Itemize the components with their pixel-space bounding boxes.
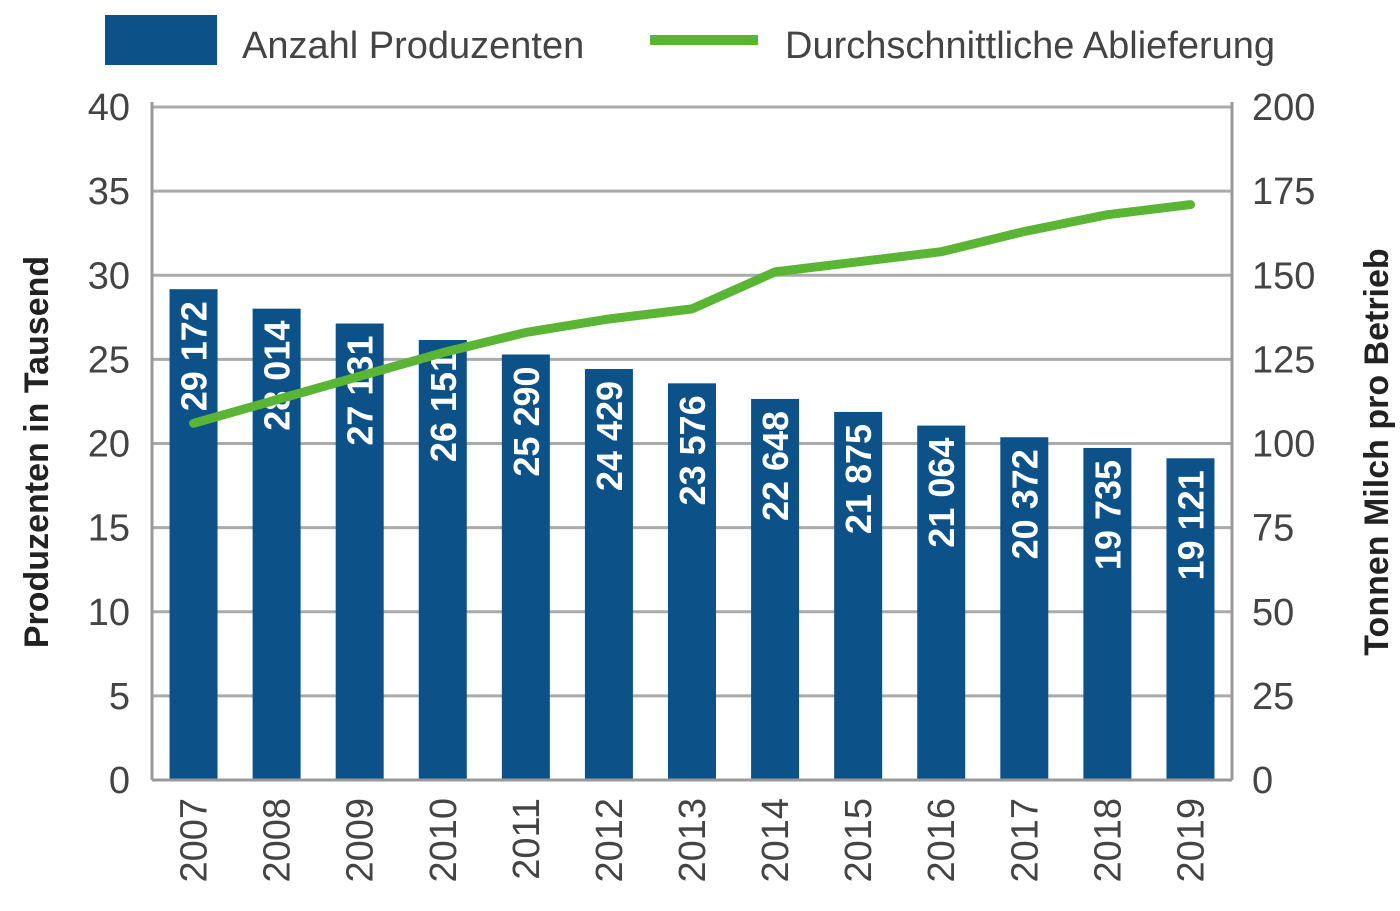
bar-data-label: 26 151 <box>423 352 464 462</box>
x-tick-label: 2017 <box>1004 798 1046 883</box>
y2-axis-title: Tonnen Milch pro Betrieb <box>1358 248 1396 655</box>
bar-data-label: 29 172 <box>174 301 215 411</box>
y-tick-label: 20 <box>88 424 130 466</box>
bar <box>1166 458 1215 780</box>
y2-tick-label: 125 <box>1252 339 1315 381</box>
y-tick-label: 15 <box>88 508 130 550</box>
y-axis-title: Produzenten in Tausend <box>18 256 56 648</box>
bar <box>169 289 218 780</box>
bar <box>668 383 716 780</box>
x-tick-label: 2009 <box>340 798 382 883</box>
bar-data-label: 25 290 <box>506 366 547 476</box>
legend-label-line: Durchschnittliche Ablieferung <box>785 25 1275 67</box>
legend-label-bars: Anzahl Produzenten <box>242 25 584 67</box>
y-tick-label: 10 <box>88 592 130 634</box>
y-tick-label: 30 <box>88 255 130 297</box>
bar <box>1000 437 1049 780</box>
bar <box>501 354 550 780</box>
bar <box>418 340 467 780</box>
bar-data-label: 27 131 <box>340 336 381 446</box>
bar <box>252 308 301 780</box>
y2-tick-label: 200 <box>1252 87 1315 129</box>
y2-tick-label: 150 <box>1252 255 1315 297</box>
bar <box>584 368 633 780</box>
line-series <box>189 200 1195 428</box>
y2-tick-label: 100 <box>1252 424 1315 466</box>
bar-data-label: 23 576 <box>672 395 713 505</box>
y2-tick-label: 175 <box>1252 171 1315 213</box>
x-tick-label: 2010 <box>423 798 465 883</box>
bar-data-label: 28 014 <box>257 321 298 431</box>
legend: Anzahl Produzenten Durchschnittliche Abl… <box>105 15 1275 67</box>
y2-tick-label: 0 <box>1252 760 1273 802</box>
x-tick-label: 2015 <box>838 798 880 883</box>
y-tick-label: 25 <box>88 339 130 381</box>
y-tick-label: 35 <box>88 171 130 213</box>
x-tick-label: 2008 <box>257 798 299 883</box>
bar <box>1083 447 1132 780</box>
y-tick-label: 5 <box>109 676 130 718</box>
bar <box>751 398 800 780</box>
bar <box>335 323 384 780</box>
y2-tick-label: 50 <box>1252 592 1294 634</box>
bar-data-label: 20 372 <box>1004 449 1045 559</box>
x-tick-label: 2012 <box>589 798 631 883</box>
x-tick-label: 2013 <box>672 798 714 883</box>
x-tick-label: 2007 <box>174 798 216 883</box>
bar-data-label: 21 875 <box>838 424 879 534</box>
y-tick-label: 40 <box>88 87 130 129</box>
bar <box>917 425 966 780</box>
bar-data-label: 19 121 <box>1170 470 1211 580</box>
bar-data-label: 22 648 <box>755 411 796 521</box>
bar <box>834 411 883 780</box>
legend-swatch-bars <box>105 15 217 65</box>
y2-tick-label: 25 <box>1252 676 1294 718</box>
x-tick-label: 2016 <box>921 798 963 883</box>
y2-tick-label: 75 <box>1252 508 1294 550</box>
bar-data-label: 19 735 <box>1087 460 1128 570</box>
x-tick-label: 2018 <box>1087 798 1129 883</box>
x-tick-label: 2019 <box>1170 798 1212 883</box>
bar-data-label: 21 064 <box>921 438 962 548</box>
x-tick-label: 2014 <box>755 798 797 883</box>
x-tick-label: 2011 <box>506 798 548 880</box>
y-tick-label: 0 <box>109 760 130 802</box>
bar-data-label: 24 429 <box>589 381 630 491</box>
